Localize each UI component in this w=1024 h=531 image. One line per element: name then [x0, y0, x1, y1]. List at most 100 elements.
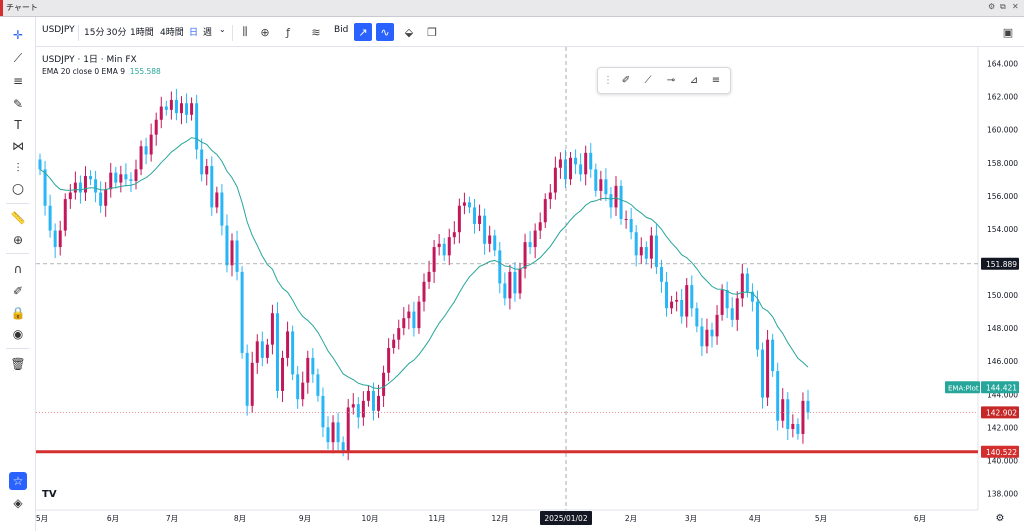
pattern-icon[interactable]: ⋈: [12, 139, 24, 153]
crosshair-price-label: 151.889: [986, 260, 1017, 269]
settings-icon[interactable]: ⚙: [988, 2, 996, 11]
candle-body: [659, 266, 663, 282]
candle-body: [392, 339, 396, 348]
x-tick-label: 7月: [166, 514, 178, 523]
chevron-down-icon[interactable]: ⌄: [219, 25, 226, 34]
candle-body: [649, 235, 653, 259]
y-tick-label: 162.000: [987, 93, 1018, 102]
candle-body: [260, 341, 264, 358]
y-tick-label: 148.000: [987, 324, 1018, 333]
paint-icon[interactable]: ⬙: [404, 25, 414, 39]
candle-body: [493, 235, 497, 251]
crosshair-date-bg: [540, 511, 592, 525]
popout-icon[interactable]: ⧉: [1000, 2, 1006, 11]
interval-1w[interactable]: 週: [203, 28, 213, 38]
wave-icon[interactable]: ∿: [376, 23, 394, 41]
candle-body: [619, 185, 623, 219]
candle-body: [776, 371, 780, 421]
x-tick-label: 11月: [428, 514, 445, 523]
candle-body: [533, 230, 537, 248]
candle-body: [579, 164, 583, 175]
line-tool-icon[interactable]: ⟋: [644, 74, 652, 86]
candle-body: [665, 281, 669, 309]
interval-4h[interactable]: 4時間: [160, 28, 184, 38]
candle-body: [326, 427, 330, 443]
magnet-icon[interactable]: ∩: [13, 262, 23, 276]
lock-draw-icon[interactable]: ✐: [12, 284, 24, 298]
candle-body: [685, 285, 689, 317]
x-tick-label: 6月: [914, 514, 926, 523]
candle-body: [594, 169, 598, 191]
copy-icon[interactable]: ❐: [427, 25, 437, 39]
candle-body: [563, 159, 567, 180]
brush-icon[interactable]: ✎: [12, 97, 24, 111]
fib-tool-icon[interactable]: ≡: [711, 74, 721, 86]
candle-body: [149, 134, 153, 155]
candle-body: [452, 232, 456, 238]
x-tick-label: 6月: [107, 514, 119, 523]
symbol-button[interactable]: USDJPY: [42, 25, 75, 35]
fan-tool-icon[interactable]: ⊿: [689, 74, 699, 86]
close-icon[interactable]: ✕: [1012, 2, 1019, 11]
eye-icon[interactable]: ◉: [12, 327, 24, 341]
candle-body: [654, 235, 658, 267]
favorites-star-icon[interactable]: ☆: [9, 472, 27, 490]
measure-icon[interactable]: 📏: [10, 211, 26, 225]
candle-body: [104, 189, 108, 206]
interval-15m[interactable]: 15分: [84, 28, 105, 38]
compare-icon[interactable]: ≋: [311, 25, 321, 39]
candle-body: [740, 273, 744, 299]
circle-icon[interactable]: ○: [11, 181, 25, 197]
fib-lines-icon[interactable]: ≡: [12, 74, 24, 88]
trendline-icon[interactable]: ⟋: [13, 50, 23, 65]
line-chart-icon[interactable]: ↗: [354, 23, 372, 41]
candle-body: [134, 169, 138, 181]
x-tick-label: 10月: [361, 514, 378, 523]
interval-1d[interactable]: 日: [189, 28, 199, 38]
candle-body: [68, 192, 72, 200]
add-indicator-icon[interactable]: ⊕: [260, 25, 270, 39]
zoom-in-icon[interactable]: ⊕: [12, 233, 24, 247]
candle-body: [558, 159, 562, 168]
ruler-lines-icon[interactable]: ⫶: [16, 160, 20, 175]
candle-body: [397, 328, 401, 340]
candle-body: [427, 271, 431, 282]
layers-icon[interactable]: ◈: [13, 496, 23, 510]
bid-button[interactable]: Bid: [334, 25, 349, 35]
hline-price-label-bg: [981, 445, 1019, 458]
crosshair-icon[interactable]: ✛: [12, 28, 24, 42]
interval-30m[interactable]: 30分: [106, 28, 127, 38]
candle-body: [624, 218, 628, 220]
candle-body: [144, 146, 148, 155]
candle-body: [715, 314, 719, 337]
drag-handle-icon[interactable]: ⋮: [603, 74, 613, 86]
last-price-label: 142.902: [986, 408, 1017, 417]
candle-body: [518, 268, 522, 294]
candle-body: [119, 174, 123, 183]
ema-price-label: 144.421: [986, 383, 1017, 392]
y-tick-label: 146.000: [987, 357, 1018, 366]
legend-symbol[interactable]: USDJPY · 1日 · Min FX: [42, 55, 137, 65]
candle-body: [786, 399, 790, 429]
legend-ema[interactable]: EMA 20 close 0 EMA 9 155.588: [42, 67, 161, 76]
brush-tool-icon[interactable]: ✐: [621, 74, 631, 86]
last-price-label-bg: [981, 406, 1019, 419]
candle-body: [412, 311, 416, 329]
ray-tool-icon[interactable]: ⊸: [666, 74, 676, 86]
candle-body: [174, 99, 178, 114]
candle-body: [796, 424, 800, 434]
interval-1h[interactable]: 1時間: [130, 28, 154, 38]
function-icon[interactable]: ƒ: [286, 25, 290, 39]
candle-body: [356, 404, 360, 418]
candles-icon[interactable]: ⫼: [242, 25, 248, 38]
candle-body: [639, 247, 643, 256]
lock-icon[interactable]: 🔒: [10, 306, 26, 320]
candle-body: [761, 349, 765, 398]
candle-body: [745, 273, 749, 292]
trash-icon[interactable]: 🗑: [10, 357, 26, 371]
layout-icon[interactable]: ▣: [1002, 25, 1014, 39]
candle-body: [478, 215, 482, 224]
text-icon[interactable]: T: [14, 118, 22, 132]
candle-body: [78, 182, 82, 193]
